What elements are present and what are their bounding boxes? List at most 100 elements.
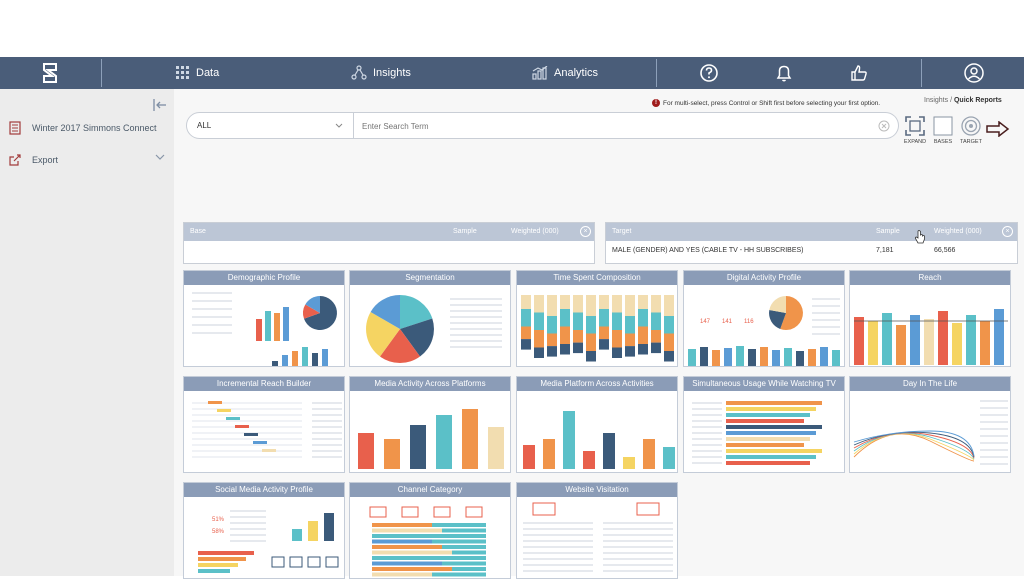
- app-window: Data Insights Analytics: [0, 57, 1024, 579]
- bell-icon[interactable]: [773, 62, 795, 84]
- report-card-title: Simultaneous Usage While Watching TV: [684, 377, 844, 391]
- hand-cursor-icon: [914, 230, 925, 244]
- report-card-title: Time Spent Composition: [517, 271, 677, 285]
- base-label: Base: [190, 228, 206, 235]
- svg-text:147: 147: [700, 319, 711, 325]
- close-base-icon[interactable]: ×: [580, 226, 591, 237]
- main-content: ! For multi-select, press Control or Shi…: [174, 89, 1024, 579]
- user-avatar-icon[interactable]: [963, 62, 985, 84]
- grid-icon: [176, 66, 189, 79]
- run-arrow-icon[interactable]: [986, 121, 1010, 137]
- report-card-title: Segmentation: [350, 271, 510, 285]
- report-card-media-activity-across-platforms[interactable]: Media Activity Across Platforms: [349, 376, 511, 473]
- report-card-title: Demographic Profile: [184, 271, 344, 285]
- bases-button[interactable]: BASES: [930, 115, 956, 145]
- breadcrumb-parent[interactable]: Insights: [924, 97, 949, 104]
- report-thumbnail: [350, 391, 510, 472]
- help-icon[interactable]: [698, 62, 720, 84]
- target-button[interactable]: TARGET: [958, 115, 984, 145]
- clear-search-icon[interactable]: [878, 120, 890, 132]
- breadcrumb-current: Quick Reports: [953, 97, 1002, 104]
- chevron-down-icon: [335, 123, 343, 128]
- sidebar: Winter 2017 Simmons Connect Export: [0, 89, 174, 576]
- svg-text:116: 116: [744, 319, 754, 325]
- report-thumbnail: [517, 391, 677, 472]
- report-card-time-spent-composition[interactable]: Time Spent Composition: [516, 270, 678, 367]
- base-weighted-header: Weighted (000): [511, 228, 559, 235]
- sidebar-item-label: Export: [32, 155, 59, 165]
- search-bar: [354, 112, 899, 139]
- report-card-title: Channel Category: [350, 483, 510, 497]
- svg-text:58%: 58%: [212, 529, 225, 535]
- target-weighted-header: Weighted (000): [934, 228, 982, 235]
- target-sample-header: Sample: [876, 228, 900, 235]
- report-card-title: Reach: [850, 271, 1010, 285]
- report-card-title: Digital Activity Profile: [684, 271, 844, 285]
- report-card-demographic-profile[interactable]: Demographic Profile: [183, 270, 345, 367]
- report-card-day-in-the-life[interactable]: Day In The Life: [849, 376, 1011, 473]
- target-name: MALE (GENDER) AND YES (CABLE TV - HH SUB…: [612, 247, 804, 254]
- document-icon: [9, 121, 21, 135]
- multi-select-hint: ! For multi-select, press Control or Shi…: [652, 99, 880, 107]
- simmons-logo-icon[interactable]: [38, 61, 62, 85]
- report-card-title: Media Platform Across Activities: [517, 377, 677, 391]
- svg-text:51%: 51%: [212, 517, 225, 523]
- report-card-website-visitation[interactable]: Website Visitation: [516, 482, 678, 579]
- category-select-value: ALL: [197, 121, 212, 130]
- nav-insights[interactable]: Insights: [351, 63, 411, 83]
- breadcrumb: Insights / Quick Reports: [924, 97, 1002, 104]
- report-thumbnail: [517, 285, 677, 366]
- target-row[interactable]: MALE (GENDER) AND YES (CABLE TV - HH SUB…: [606, 241, 1017, 261]
- report-card-title: Media Activity Across Platforms: [350, 377, 510, 391]
- report-thumbnail: [350, 497, 510, 578]
- bases-icon: [933, 116, 953, 136]
- report-thumbnail: [184, 391, 344, 472]
- chevron-down-icon[interactable]: [155, 152, 165, 162]
- target-label: Target: [612, 228, 632, 235]
- report-card-channel-category[interactable]: Channel Category: [349, 482, 511, 579]
- export-icon: [9, 154, 21, 166]
- report-card-digital-activity-profile[interactable]: Digital Activity Profile 147 141 116: [683, 270, 845, 367]
- network-icon: [351, 65, 367, 80]
- target-icon: [961, 116, 981, 136]
- report-card-title: Incremental Reach Builder: [184, 377, 344, 391]
- report-card-media-platform-across-activities[interactable]: Media Platform Across Activities: [516, 376, 678, 473]
- report-thumbnail: 51% 58%: [184, 497, 344, 578]
- top-navbar: Data Insights Analytics: [0, 57, 1024, 89]
- report-thumbnail: [184, 285, 344, 366]
- nav-data[interactable]: Data: [176, 63, 219, 83]
- report-thumbnail: [850, 285, 1010, 366]
- expand-button[interactable]: EXPAND: [902, 115, 928, 145]
- close-target-icon[interactable]: ×: [1002, 226, 1013, 237]
- nav-analytics[interactable]: Analytics: [532, 63, 598, 83]
- expand-icon: [905, 116, 925, 136]
- sidebar-item-study[interactable]: Winter 2017 Simmons Connect: [8, 119, 157, 137]
- report-card-title: Day In The Life: [850, 377, 1010, 391]
- thumbs-up-icon[interactable]: [848, 62, 870, 84]
- collapse-sidebar-icon[interactable]: [152, 97, 168, 113]
- category-select[interactable]: ALL: [186, 112, 354, 139]
- base-sample-header: Sample: [453, 228, 477, 235]
- nav-analytics-label: Analytics: [554, 67, 599, 79]
- sidebar-item-label: Winter 2017 Simmons Connect: [32, 123, 157, 133]
- report-card-incremental-reach-builder[interactable]: Incremental Reach Builder: [183, 376, 345, 473]
- report-thumbnail: [350, 285, 510, 366]
- report-card-social-media-activity-profile[interactable]: Social Media Activity Profile 51% 58%: [183, 482, 345, 579]
- report-card-segmentation[interactable]: Segmentation: [349, 270, 511, 367]
- svg-text:141: 141: [722, 319, 733, 325]
- bar-chart-icon: [532, 66, 548, 80]
- nav-insights-label: Insights: [373, 67, 411, 79]
- search-input[interactable]: [362, 119, 862, 133]
- target-sample: 7,181: [876, 247, 894, 254]
- target-panel: Target Sample Weighted (000) × MALE (GEN…: [605, 222, 1018, 264]
- report-thumbnail: 147 141 116: [684, 285, 844, 366]
- report-thumbnail: [850, 391, 1010, 472]
- report-thumbnail: [517, 497, 677, 578]
- base-panel: Base Sample Weighted (000) ×: [183, 222, 595, 264]
- sidebar-item-export[interactable]: Export: [8, 151, 58, 169]
- info-icon: !: [652, 99, 660, 107]
- report-card-reach[interactable]: Reach: [849, 270, 1011, 367]
- report-card-title: Website Visitation: [517, 483, 677, 497]
- report-card-simultaneous-usage-while-watching-tv[interactable]: Simultaneous Usage While Watching TV: [683, 376, 845, 473]
- report-card-title: Social Media Activity Profile: [184, 483, 344, 497]
